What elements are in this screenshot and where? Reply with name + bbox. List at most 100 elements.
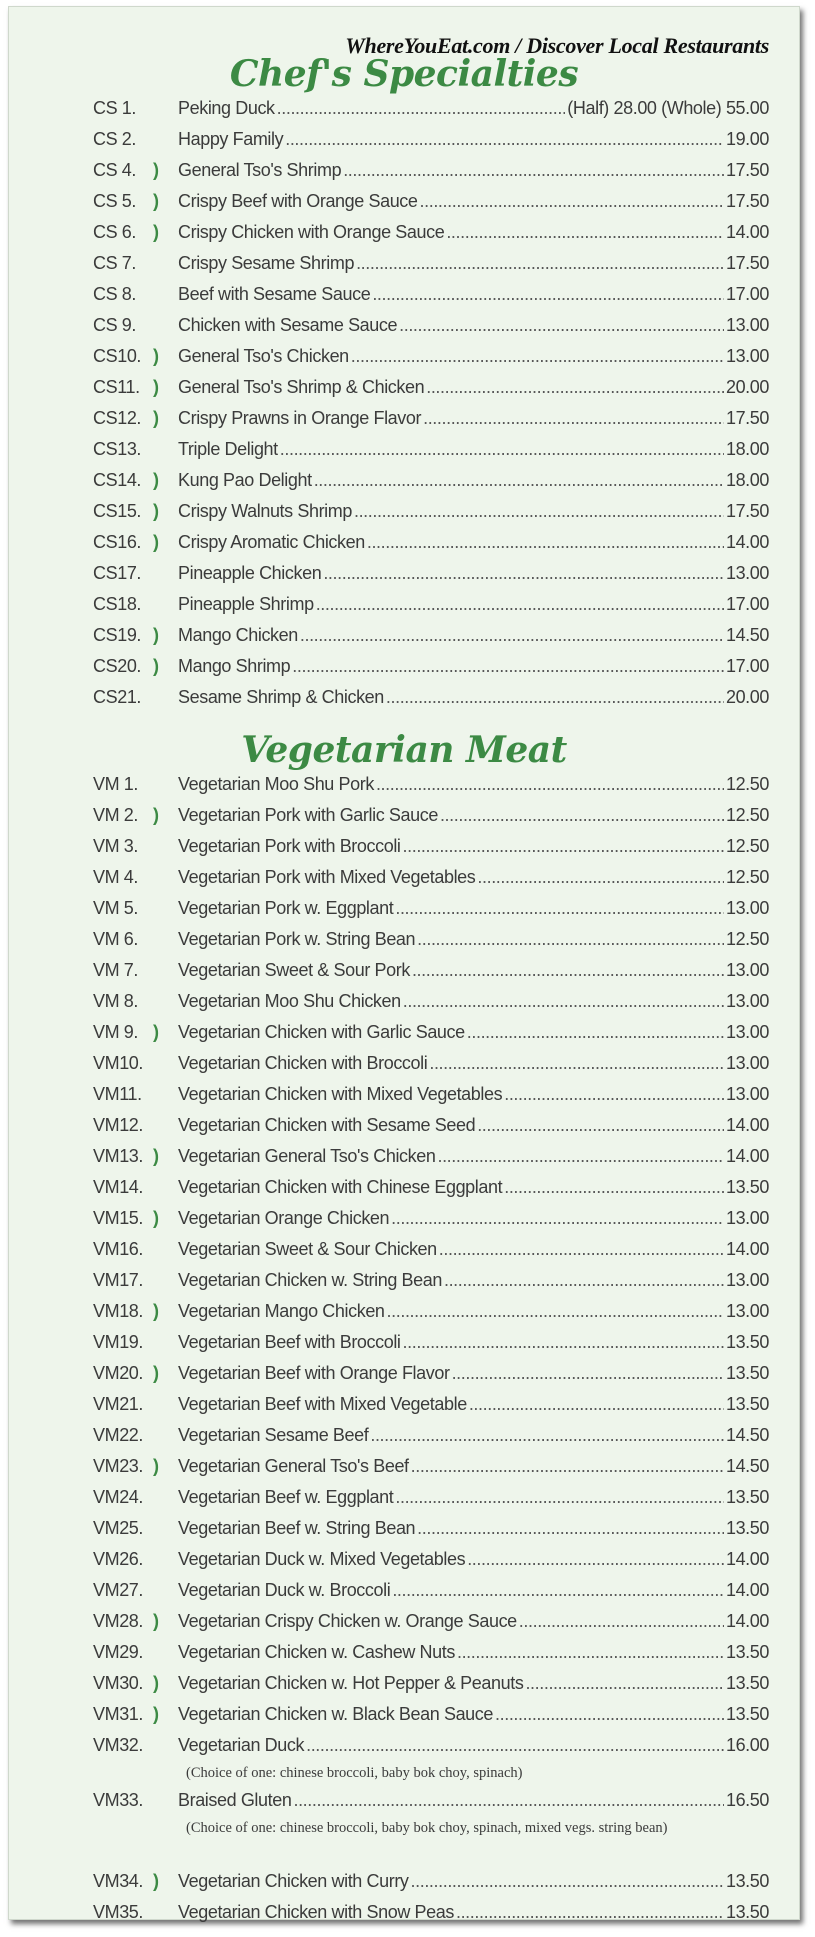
menu-item: VM13.) Vegetarian General Tso's Chicken 14… — [93, 1141, 769, 1172]
item-price: 12.50 — [725, 929, 769, 949]
chili-pepper-icon: ) — [153, 1704, 159, 1724]
item-price: 12.50 — [725, 774, 769, 794]
dot-leader — [412, 960, 724, 981]
dot-leader — [423, 408, 724, 429]
item-name: Vegetarian Mango Chicken — [178, 1301, 385, 1321]
menu-item: VM16. Vegetarian Sweet & Sour Chicken 14.0… — [93, 1234, 769, 1265]
item-name: Vegetarian Orange Chicken — [178, 1208, 390, 1228]
dot-leader — [370, 1425, 724, 1446]
item-name: Vegetarian Beef with Orange Flavor — [178, 1363, 450, 1383]
item-name: Sesame Shrimp & Chicken — [178, 687, 384, 707]
menu-item: VM11. Vegetarian Chicken with Mixed Veget… — [93, 1079, 769, 1110]
item-price: (Half) 28.00 (Whole) 55.00 — [567, 98, 769, 118]
dot-leader — [411, 1871, 724, 1892]
dot-leader — [403, 836, 724, 857]
item-code: VM21. — [93, 1394, 144, 1414]
menu-item: VM23.) Vegetarian General Tso's Beef 14.50 — [93, 1451, 769, 1482]
menu-item: CS 1. Peking Duck (Half) 28.00 (Whole) 55.… — [93, 93, 769, 124]
section-title-vegetarian-meat: Vegetarian Meat — [241, 729, 567, 771]
item-code: VM15. — [93, 1208, 144, 1228]
dot-leader — [292, 656, 724, 677]
dot-leader — [467, 1549, 724, 1570]
item-name: Vegetarian Chicken w. Cashew Nuts — [178, 1642, 455, 1662]
dot-leader — [525, 1673, 724, 1694]
item-code: CS 2. — [93, 129, 137, 149]
item-price: 17.00 — [725, 284, 769, 304]
menu-item: CS 8. Beef with Sesame Sauce 17.00 — [93, 279, 769, 310]
dot-leader — [495, 1704, 724, 1725]
site-banner: WhereYouEat.com / Discover Local Restaur… — [345, 33, 769, 58]
dot-leader — [403, 991, 724, 1012]
item-code: CS16. — [93, 532, 142, 552]
item-name: Braised Gluten — [178, 1790, 292, 1810]
item-name: Vegetarian Chicken w. Black Bean Sauce — [178, 1704, 494, 1724]
chili-pepper-icon: ) — [153, 1871, 159, 1891]
menu-item: VM15.) Vegetarian Orange Chicken 13.00 — [93, 1203, 769, 1234]
item-code: CS14. — [93, 470, 142, 490]
item-name: Vegetarian Chicken w. String Bean — [178, 1270, 442, 1290]
item-price: 17.50 — [725, 501, 769, 521]
dot-leader — [439, 1239, 724, 1260]
item-name: Vegetarian Sesame Beef — [178, 1425, 369, 1445]
item-price: 13.50 — [725, 1177, 769, 1197]
item-code: CS 6. — [93, 222, 137, 242]
item-code: VM22. — [93, 1425, 144, 1445]
item-price: 12.50 — [725, 867, 769, 887]
item-code: VM 8. — [93, 991, 139, 1011]
item-code: CS12. — [93, 408, 142, 428]
item-price: 13.50 — [725, 1871, 769, 1891]
dot-leader — [351, 346, 724, 367]
menu-item: VM31.) Vegetarian Chicken w. Black Bean S… — [93, 1699, 769, 1730]
menu-item: VM34.) Vegetarian Chicken with Curry 13.50 — [93, 1866, 769, 1897]
item-price: 16.50 — [725, 1790, 769, 1810]
item-name: Vegetarian Chicken with Broccoli — [178, 1053, 428, 1073]
item-price: 12.50 — [725, 805, 769, 825]
chili-pepper-icon: ) — [153, 1456, 159, 1476]
item-name: Peking Duck — [178, 98, 275, 118]
item-code: CS18. — [93, 594, 142, 614]
menu-item: VM21. Vegetarian Beef with Mixed Vegetabl… — [93, 1389, 769, 1420]
chili-pepper-icon: ) — [153, 1146, 159, 1166]
item-code: VM12. — [93, 1115, 144, 1135]
item-code: VM16. — [93, 1239, 144, 1259]
item-code: CS 4. — [93, 160, 137, 180]
dot-leader — [387, 1301, 724, 1322]
item-code: VM35. — [93, 1902, 144, 1922]
item-price: 16.00 — [725, 1735, 769, 1755]
menu-item: CS14.) Kung Pao Delight 18.00 — [93, 465, 769, 496]
item-name: Vegetarian Sweet & Sour Chicken — [178, 1239, 437, 1259]
item-name: Vegetarian Chicken w. Hot Pepper & Peanu… — [178, 1673, 524, 1693]
dot-leader — [356, 253, 724, 274]
item-name: Vegetarian Duck w. Broccoli — [178, 1580, 391, 1600]
item-price: 12.50 — [725, 836, 769, 856]
item-name: Vegetarian Beef with Mixed Vegetable — [178, 1394, 467, 1414]
dot-leader — [306, 1735, 724, 1756]
item-code: CS19. — [93, 625, 142, 645]
dot-leader — [323, 563, 724, 584]
item-name: Pineapple Shrimp — [178, 594, 314, 614]
item-name: Vegetarian Chicken with Snow Peas — [178, 1902, 454, 1922]
menu-item: VM10. Vegetarian Chicken with Broccoli 13.… — [93, 1048, 769, 1079]
menu-item: VM12. Vegetarian Chicken with Sesame Seed… — [93, 1110, 769, 1141]
item-name: Chicken with Sesame Sauce — [178, 315, 398, 335]
item-price: 13.50 — [725, 1518, 769, 1538]
item-name: Vegetarian Sweet & Sour Pork — [178, 960, 410, 980]
chefs-specialties-list: CS 1. Peking Duck (Half) 28.00 (Whole) 55.… — [93, 93, 769, 713]
menu-item: CS 4.) General Tso's Shrimp 17.50 — [93, 155, 769, 186]
item-price: 14.50 — [725, 1456, 769, 1476]
item-price: 13.00 — [725, 563, 769, 583]
menu-item: CS 5.) Crispy Beef with Orange Sauce 17.50 — [93, 186, 769, 217]
dot-leader — [477, 1115, 724, 1136]
dot-leader — [280, 439, 724, 460]
item-code: CS21. — [93, 687, 142, 707]
menu-item: CS 2. Happy Family 19.00 — [93, 124, 769, 155]
item-price: 14.00 — [725, 222, 769, 242]
item-name: Vegetarian Chicken with Curry — [178, 1871, 409, 1891]
item-name: Triple Delight — [178, 439, 278, 459]
item-price: 17.00 — [725, 656, 769, 676]
item-code: VM 7. — [93, 960, 139, 980]
menu-item: CS10.) General Tso's Chicken 13.00 — [93, 341, 769, 372]
chili-pepper-icon: ) — [153, 191, 159, 211]
dot-leader — [372, 284, 724, 305]
dot-leader — [446, 222, 724, 243]
